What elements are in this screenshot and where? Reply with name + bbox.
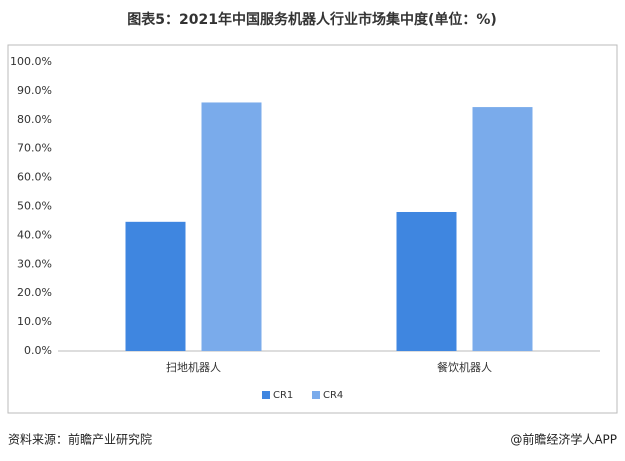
y-tick-label: 100.0% xyxy=(10,55,52,68)
y-tick-label: 0.0% xyxy=(24,344,52,357)
bar xyxy=(201,102,262,352)
bar xyxy=(396,211,457,351)
y-tick-label: 50.0% xyxy=(17,200,52,213)
chart-title: 图表5：2021年中国服务机器人行业市场集中度(单位：%) xyxy=(127,11,497,28)
legend-label: CR1 xyxy=(273,390,293,401)
x-tick-label: 扫地机器人 xyxy=(166,360,221,374)
y-tick-label: 90.0% xyxy=(17,84,52,97)
bar xyxy=(125,221,186,351)
y-tick-label: 40.0% xyxy=(17,228,52,241)
credit: @前瞻经济学人APP xyxy=(510,432,617,447)
bar xyxy=(472,107,533,351)
source: 资料来源：前瞻产业研究院 xyxy=(8,432,152,447)
x-tick-label: 餐饮机器人 xyxy=(437,360,492,374)
y-tick-label: 60.0% xyxy=(17,171,52,184)
y-tick-label: 20.0% xyxy=(17,286,52,299)
y-tick-label: 10.0% xyxy=(17,315,52,328)
legend-swatch xyxy=(312,391,320,399)
legend-label: CR4 xyxy=(323,390,343,401)
legend-swatch xyxy=(262,391,270,399)
y-tick-label: 80.0% xyxy=(17,113,52,126)
y-tick-label: 70.0% xyxy=(17,142,52,155)
chart-frame xyxy=(7,44,618,414)
y-tick-label: 30.0% xyxy=(17,257,52,270)
